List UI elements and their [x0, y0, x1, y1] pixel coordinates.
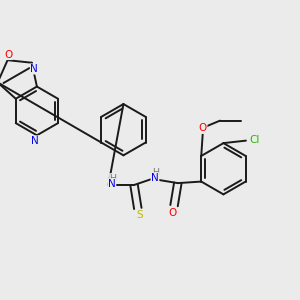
Text: O: O	[4, 50, 12, 59]
Text: N: N	[151, 173, 159, 183]
Text: H: H	[110, 174, 117, 183]
Text: Cl: Cl	[249, 135, 259, 145]
Text: H: H	[152, 168, 159, 177]
Text: S: S	[136, 210, 143, 220]
Text: N: N	[32, 136, 39, 146]
Text: N: N	[30, 64, 38, 74]
Text: O: O	[199, 123, 207, 134]
Text: N: N	[108, 179, 116, 189]
Text: O: O	[168, 208, 177, 218]
